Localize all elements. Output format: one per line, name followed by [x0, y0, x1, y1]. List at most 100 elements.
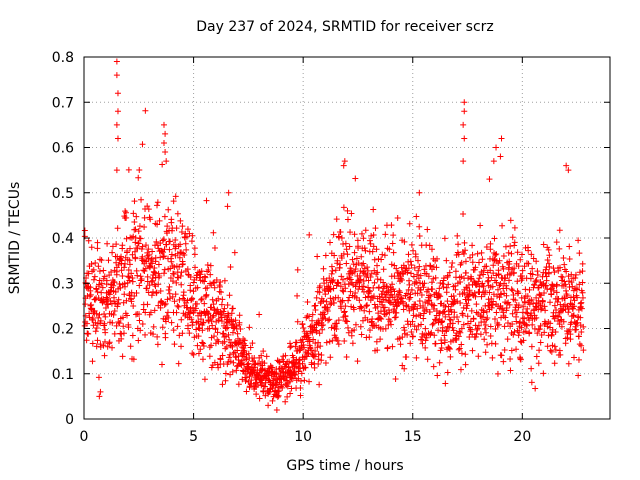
data-point — [504, 336, 511, 343]
data-point — [327, 354, 334, 361]
data-point — [309, 329, 316, 336]
data-point — [242, 342, 249, 349]
data-point — [462, 361, 469, 368]
data-point — [460, 121, 467, 128]
data-point — [495, 271, 502, 277]
data-point — [500, 252, 507, 259]
data-point — [575, 356, 582, 363]
data-point — [401, 365, 408, 372]
data-point — [217, 356, 224, 363]
data-point — [413, 279, 420, 286]
data-point — [541, 289, 548, 296]
data-point — [298, 370, 305, 377]
data-point — [503, 285, 510, 292]
data-point — [167, 238, 174, 245]
data-point — [563, 287, 570, 294]
data-point — [308, 359, 315, 366]
data-point — [441, 235, 448, 242]
data-point — [358, 230, 365, 237]
data-point — [116, 320, 123, 327]
data-point — [438, 344, 445, 351]
data-point — [343, 246, 350, 253]
data-point — [84, 330, 91, 337]
data-point — [493, 279, 500, 286]
data-point — [212, 326, 219, 333]
data-point — [408, 241, 415, 248]
data-point — [456, 345, 463, 352]
data-point — [341, 338, 348, 345]
data-point — [413, 354, 420, 361]
data-point — [351, 268, 358, 275]
data-point — [351, 231, 358, 238]
data-point — [523, 309, 530, 316]
data-point — [312, 307, 319, 314]
data-point — [347, 288, 354, 295]
grid-lines — [84, 57, 610, 419]
data-point — [487, 246, 494, 253]
data-point — [418, 292, 425, 299]
data-point — [576, 281, 583, 288]
data-point — [236, 319, 243, 326]
data-point — [424, 356, 431, 363]
data-point — [457, 366, 464, 373]
data-point — [478, 249, 485, 256]
data-point — [315, 351, 322, 358]
data-point — [534, 271, 541, 278]
data-point — [466, 334, 473, 341]
data-point — [201, 376, 208, 383]
data-point — [406, 307, 413, 314]
data-point — [171, 298, 178, 305]
data-point — [123, 214, 130, 221]
data-point — [374, 269, 381, 276]
data-point — [374, 262, 381, 269]
data-point — [153, 238, 160, 245]
data-point — [138, 276, 145, 283]
data-point — [432, 274, 439, 281]
data-point — [148, 292, 155, 299]
data-point — [184, 304, 191, 311]
data-point — [241, 348, 248, 355]
data-point — [160, 236, 167, 243]
data-point — [468, 307, 475, 314]
data-point — [131, 293, 138, 300]
data-point — [306, 378, 313, 385]
data-point — [348, 332, 355, 339]
data-point — [95, 314, 102, 321]
data-point — [169, 227, 176, 234]
data-point — [104, 343, 111, 350]
data-point — [507, 217, 514, 224]
data-point — [179, 330, 186, 337]
data-point — [226, 292, 233, 299]
data-point — [120, 323, 127, 330]
data-point — [398, 277, 405, 284]
data-point — [103, 277, 110, 284]
data-point — [475, 322, 482, 329]
data-point — [155, 261, 162, 268]
data-point — [468, 275, 475, 282]
data-point — [506, 260, 513, 267]
data-point — [472, 264, 479, 271]
data-point — [378, 256, 385, 263]
data-point — [515, 289, 522, 296]
data-point — [180, 289, 187, 296]
data-point — [135, 174, 142, 181]
data-point — [114, 225, 121, 232]
data-point — [469, 331, 476, 338]
data-point — [417, 286, 424, 293]
data-point — [178, 228, 185, 235]
data-point — [229, 368, 236, 375]
data-point — [142, 265, 149, 272]
data-point — [157, 240, 164, 247]
data-point — [189, 350, 196, 357]
data-point — [500, 309, 507, 316]
data-point — [462, 258, 469, 265]
data-point — [97, 317, 104, 324]
data-point — [114, 135, 121, 142]
data-point — [174, 302, 181, 309]
data-point — [534, 330, 541, 337]
data-point — [328, 263, 335, 270]
data-point — [420, 315, 427, 322]
data-point — [528, 296, 535, 303]
data-point — [194, 284, 201, 291]
data-point — [204, 284, 211, 291]
